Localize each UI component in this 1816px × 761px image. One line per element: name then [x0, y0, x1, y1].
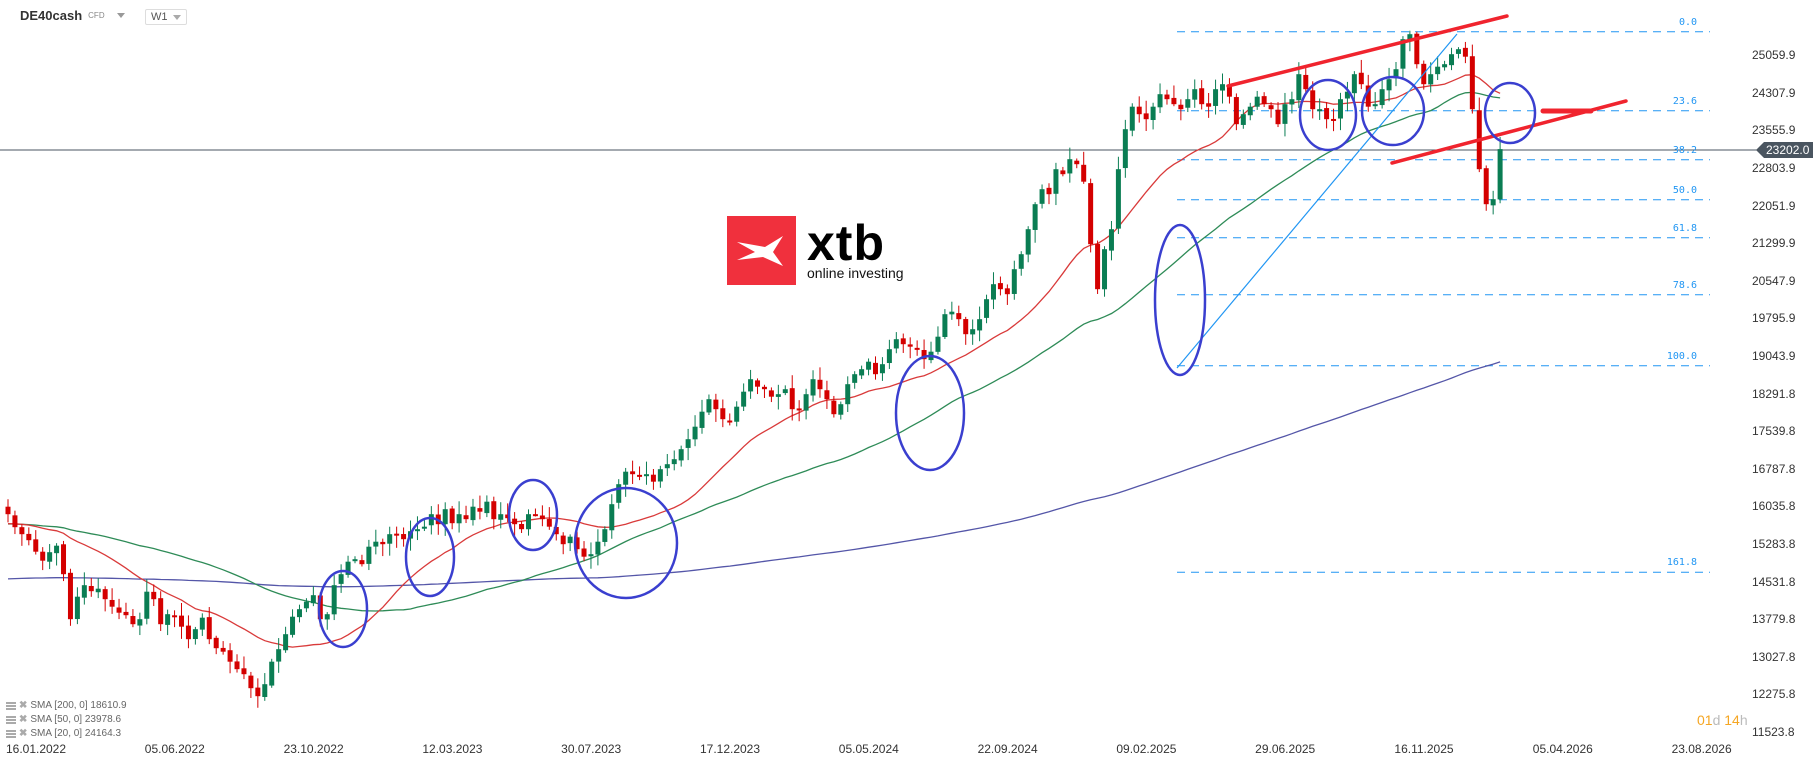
fib-level-label: 161.8	[1666, 557, 1697, 569]
symbol-selector[interactable]: DE40cash CFD	[20, 8, 125, 23]
legend-label: SMA [200, 0] 18610.9	[30, 700, 127, 711]
time-axis-tick: 22.09.2024	[977, 742, 1038, 756]
candles	[5, 30, 1503, 708]
price-axis-tick: 15283.8	[1752, 537, 1796, 551]
time-axis-tick: 29.06.2025	[1255, 742, 1316, 756]
legend-sma-50[interactable]: ✖ SMA [50, 0] 23978.6	[6, 714, 121, 725]
annotation-circle	[894, 354, 966, 472]
price-axis-tick: 17539.8	[1752, 424, 1796, 439]
price-axis-tick: 16787.8	[1752, 461, 1796, 476]
fib-level-label: 23.6	[1672, 95, 1697, 107]
chevron-down-icon[interactable]	[116, 13, 125, 18]
fibonacci-retracement[interactable]	[1177, 31, 1710, 573]
legend-label: SMA [50, 0] 23978.6	[30, 714, 122, 725]
fib-level-label: 100.0	[1666, 350, 1697, 362]
logo-tagline: online investing	[807, 264, 904, 281]
time-axis-tick: 30.07.2023	[561, 742, 622, 756]
price-axis-tick: 19795.9	[1752, 311, 1796, 326]
fib-level-label: 0.0	[1678, 16, 1697, 28]
price-axis-tick: 23555.9	[1752, 123, 1796, 138]
fib-level-label: 78.6	[1672, 279, 1697, 291]
candle-countdown: 01d 14h	[1697, 712, 1748, 728]
settings-icon[interactable]	[6, 701, 16, 710]
fib-level-label: 61.8	[1672, 222, 1697, 234]
annotation-circle	[507, 478, 559, 552]
close-icon[interactable]: ✖	[19, 714, 28, 725]
annotation-circle	[1483, 81, 1537, 145]
price-axis-tick: 20547.9	[1752, 273, 1796, 288]
annotation-circle	[1360, 75, 1426, 147]
time-axis-tick: 23.10.2022	[283, 742, 344, 756]
sma-20-line	[7, 74, 1501, 648]
legend-sma-20[interactable]: ✖ SMA [20, 0] 24164.3	[6, 728, 121, 739]
annotation-circle	[317, 569, 369, 649]
settings-icon[interactable]	[6, 715, 16, 724]
time-axis-tick: 12.03.2023	[422, 742, 483, 756]
sma-50-line	[8, 91, 1501, 612]
annotation-circle	[1153, 223, 1207, 377]
current-price-tag: 23202.0	[1755, 142, 1814, 158]
time-axis-tick: 17.12.2023	[699, 742, 761, 756]
time-axis-tick: 05.05.2024	[838, 742, 899, 756]
time-axis-tick: 16.11.2025	[1394, 742, 1454, 756]
price-axis-tick: 22051.9	[1752, 198, 1796, 213]
fib-anchor-line	[1176, 33, 1458, 369]
time-axis-tick: 09.02.2025	[1116, 742, 1177, 756]
time-axis-tick: 16.01.2022	[5, 742, 67, 756]
price-axis-tick: 18291.8	[1752, 386, 1796, 401]
price-axis-tick: 25059.9	[1752, 48, 1796, 63]
price-axis-tick: 21299.9	[1752, 236, 1796, 251]
annotation-circle	[1298, 78, 1358, 152]
upper-channel-trendline	[1226, 14, 1509, 88]
chevron-down-icon	[173, 14, 181, 20]
symbol-type: CFD	[88, 11, 105, 20]
price-axis-tick: 11523.8	[1752, 725, 1795, 739]
legend-label: SMA [20, 0] 24164.3	[30, 728, 122, 739]
annotation-circle	[404, 516, 456, 598]
timeframe-select[interactable]: W1	[145, 9, 187, 25]
price-axis-tick: 13779.8	[1752, 612, 1796, 627]
time-axis-tick: 23.08.2026	[1671, 742, 1732, 756]
price-axis-tick: 13027.8	[1752, 649, 1796, 664]
price-axis-tick: 14531.8	[1752, 574, 1796, 589]
price-axis-tick: 12275.8	[1752, 687, 1796, 702]
settings-icon[interactable]	[6, 729, 16, 738]
price-axis-tick: 19043.9	[1752, 348, 1796, 363]
legend-sma-200[interactable]: ✖ SMA [200, 0] 18610.9	[6, 700, 127, 711]
annotation-circle	[573, 486, 679, 600]
fib-level-label: 50.0	[1672, 184, 1697, 196]
price-axis-tick: 24307.9	[1752, 85, 1796, 100]
xtb-logo: xtb online investing	[727, 216, 904, 285]
xtb-logo-mark-icon	[727, 216, 796, 285]
timeframe-value: W1	[151, 11, 168, 23]
sma-200-line	[7, 361, 1501, 588]
close-icon[interactable]: ✖	[19, 728, 28, 739]
price-axis-tick: 16035.8	[1752, 499, 1796, 514]
drawing-annotations[interactable]	[317, 14, 1628, 649]
fib-level-label: 38.2	[1672, 144, 1697, 156]
price-axis-tick: 22803.9	[1752, 160, 1796, 175]
time-axis-tick: 05.06.2022	[144, 742, 205, 756]
symbol-name: DE40cash	[20, 8, 83, 23]
logo-wordmark: xtb	[807, 214, 885, 271]
time-axis-tick: 05.04.2026	[1532, 742, 1593, 756]
close-icon[interactable]: ✖	[19, 700, 28, 711]
